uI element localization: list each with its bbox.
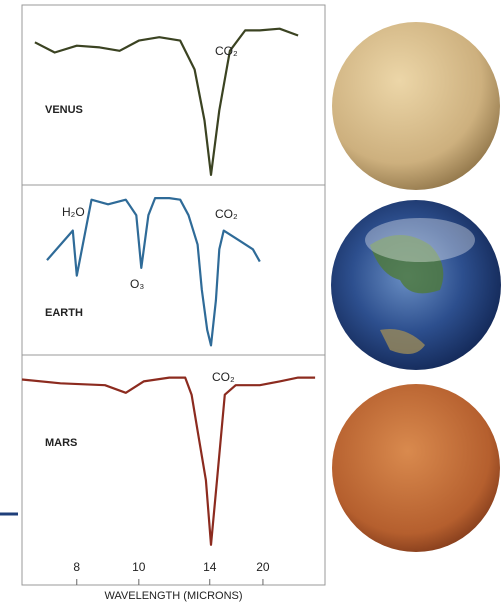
- figure: VENUS CO₂ EARTH H₂O O₃ CO₂ MARS CO₂ 8 10 14 20 WAVEL…: [0, 0, 501, 604]
- mars-image: [332, 384, 500, 552]
- spectrum-line: [35, 29, 298, 175]
- annotation: CO₂: [215, 207, 238, 221]
- x-tick-label: 10: [132, 560, 146, 574]
- x-tick-label: 20: [256, 560, 270, 574]
- x-tick-label: 8: [73, 560, 80, 574]
- x-tick-label: 14: [203, 560, 217, 574]
- planet-label: EARTH: [45, 307, 83, 319]
- annotation: H₂O: [62, 205, 85, 219]
- venus-image: [332, 22, 500, 190]
- planet-label: VENUS: [45, 104, 83, 116]
- annotation: CO₂: [215, 44, 238, 58]
- plot-frame: [22, 5, 325, 585]
- annotation: CO₂: [212, 370, 235, 384]
- x-axis-label: WAVELENGTH (MICRONS): [104, 590, 242, 602]
- planet-label: MARS: [45, 437, 77, 449]
- earth-clouds: [365, 218, 475, 262]
- spectrum-line: [22, 378, 315, 545]
- annotation: O₃: [130, 277, 144, 291]
